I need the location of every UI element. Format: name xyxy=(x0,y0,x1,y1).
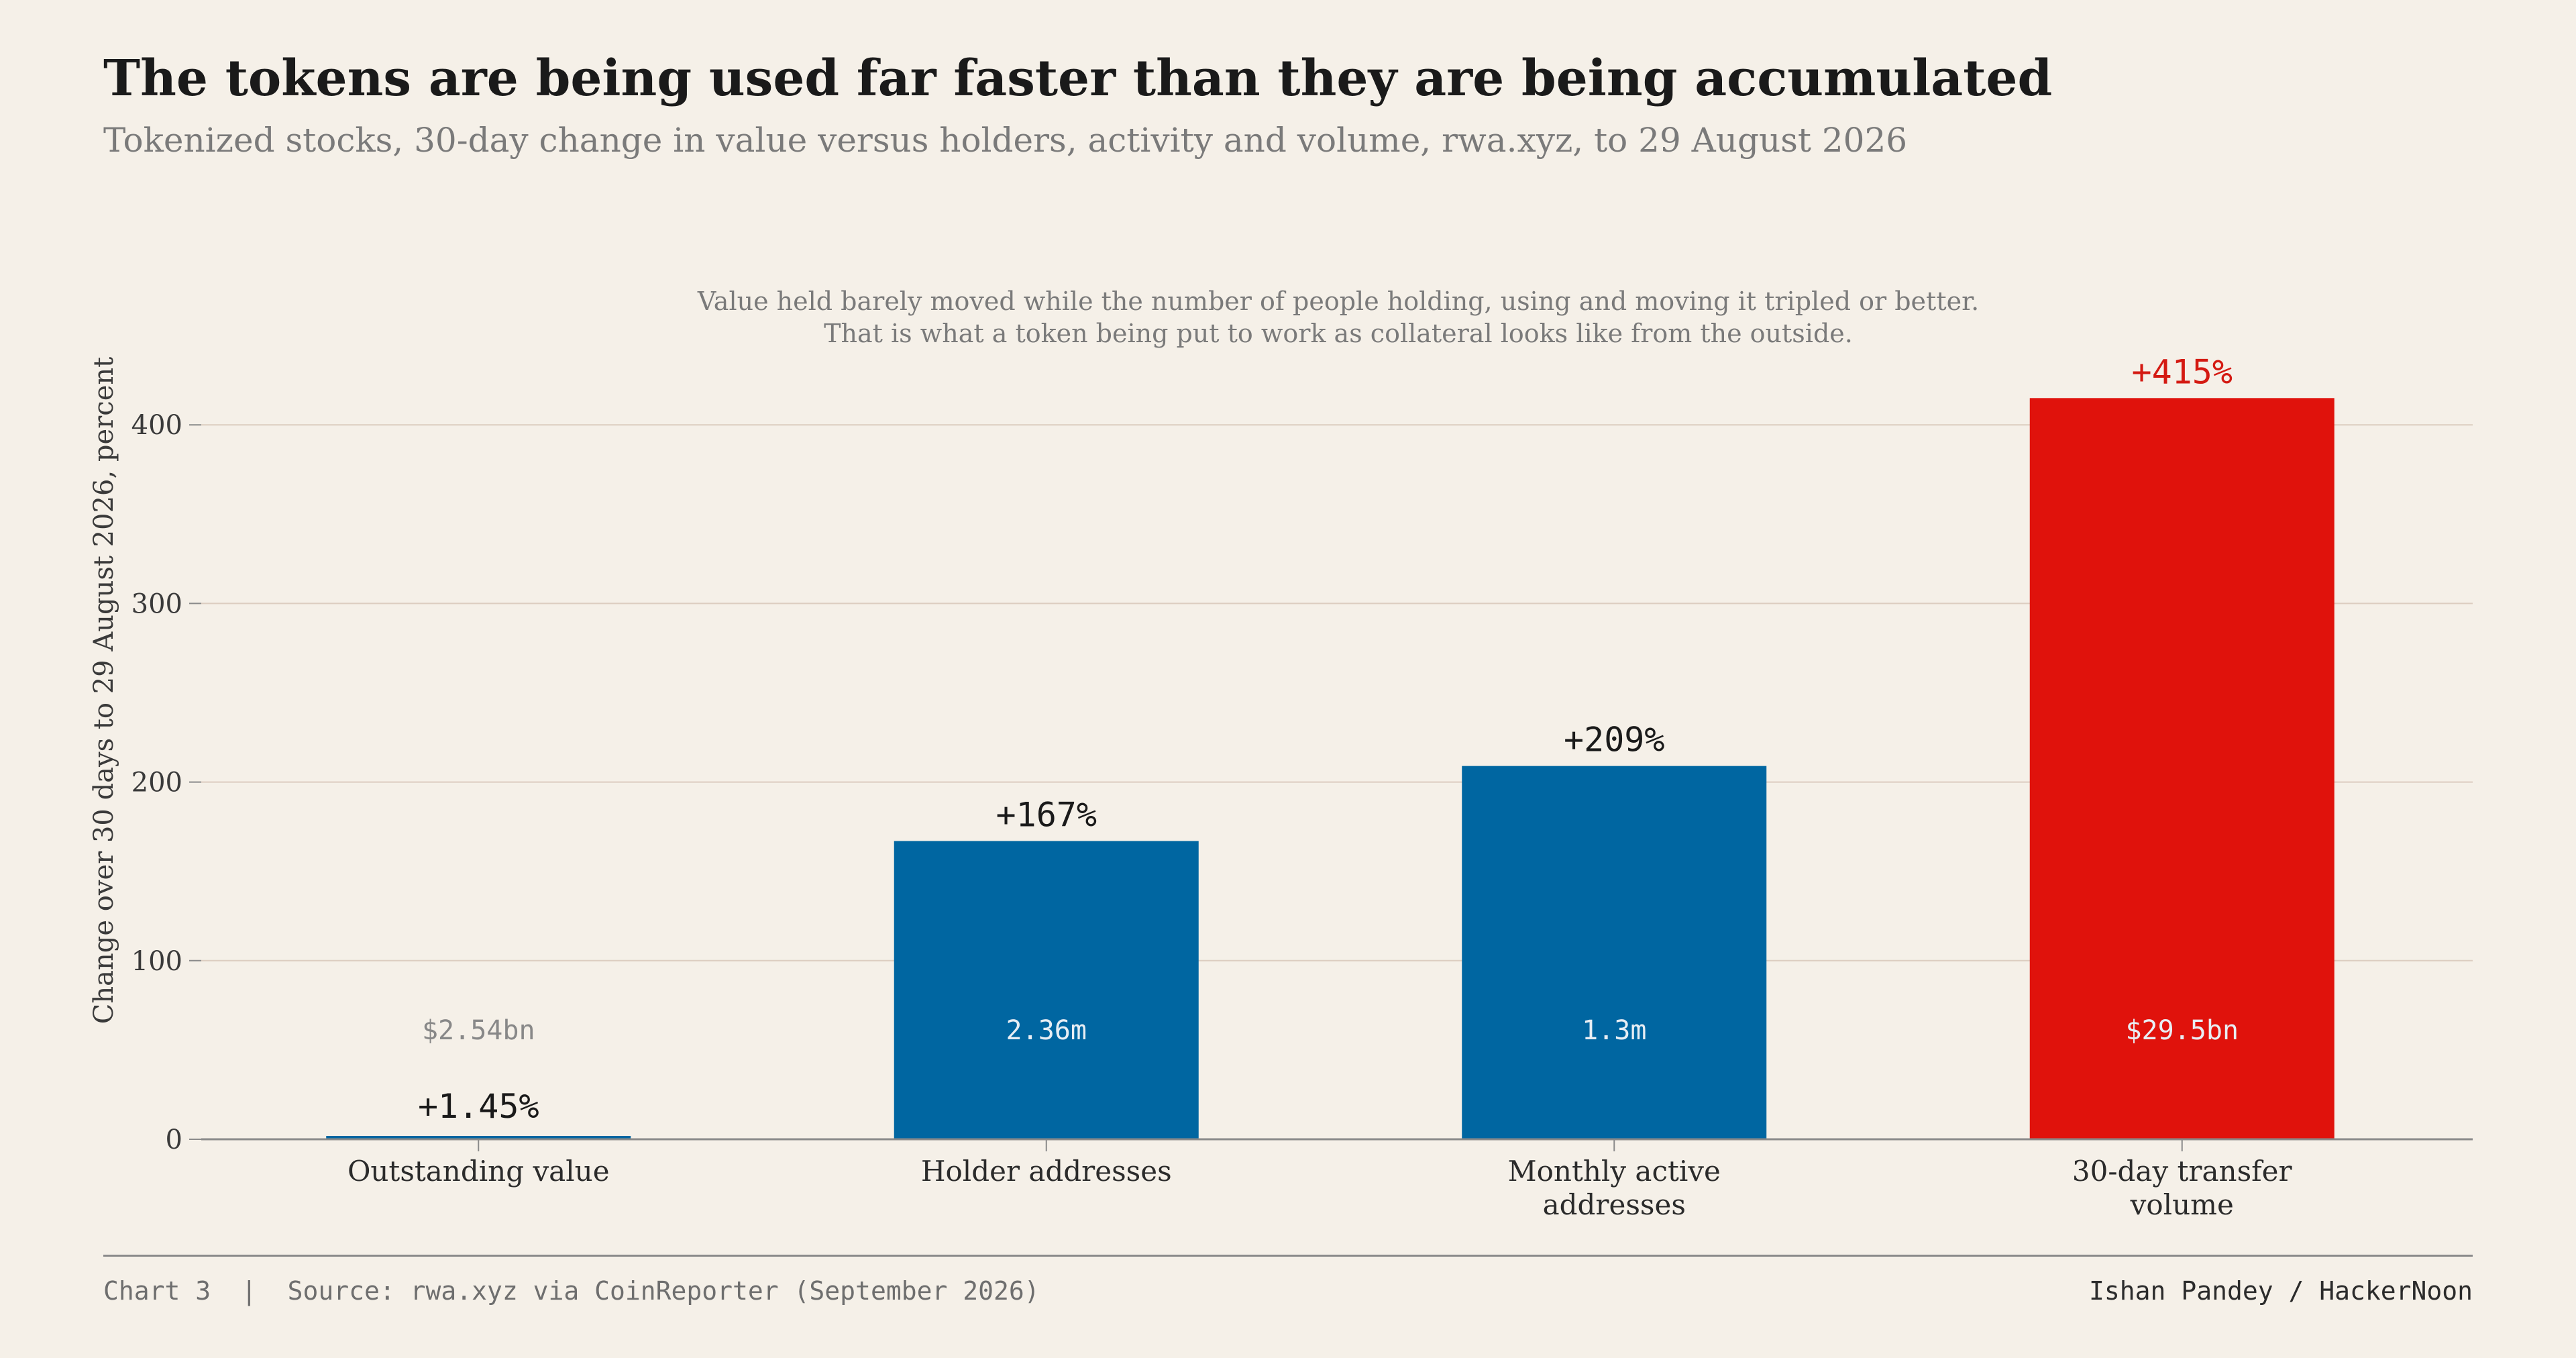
bar-value-label: +167% xyxy=(996,795,1097,834)
bar-inner-label: $29.5bn xyxy=(2125,1015,2239,1046)
y-tick-label: 100 xyxy=(131,946,182,977)
x-tick-label: volume xyxy=(2130,1188,2234,1221)
footer-separator: | xyxy=(241,1276,257,1306)
bar-value-label: +415% xyxy=(2131,352,2233,391)
x-tick-label: 30-day transfer xyxy=(2072,1155,2293,1188)
bar xyxy=(894,841,1199,1139)
y-tick-label: 300 xyxy=(131,588,182,619)
bar-inner-label: 2.36m xyxy=(1006,1015,1087,1046)
y-tick-label: 200 xyxy=(131,768,182,798)
annotation-line: That is what a token being put to work a… xyxy=(824,319,1853,348)
chart-subtitle: Tokenized stocks, 30-day change in value… xyxy=(103,121,1908,160)
y-axis-label-group: Change over 30 days to 29 August 2026, p… xyxy=(89,357,119,1024)
bar-value-label: +209% xyxy=(1564,721,1665,760)
bar-inner-label: 1.3m xyxy=(1582,1015,1646,1046)
bar-inner-label: $2.54bn xyxy=(422,1015,535,1046)
annotation-line: Value held barely moved while the number… xyxy=(697,286,1979,316)
footer-credit: Ishan Pandey / HackerNoon xyxy=(2089,1276,2473,1306)
y-axis-ticks: 0 100 200 300 400 xyxy=(131,410,201,1155)
chart-title: The tokens are being used far faster tha… xyxy=(103,50,2053,107)
bars: +1.45% $2.54bn Outstanding value +167% 2.36m… xyxy=(326,352,2334,1221)
bar-value-label: +1.45% xyxy=(418,1087,539,1126)
bar xyxy=(1462,766,1767,1139)
x-tick-label: Outstanding value xyxy=(347,1155,610,1188)
footer-divider xyxy=(103,1255,2473,1257)
chart-number: Chart 3 xyxy=(103,1276,211,1306)
y-tick-label: 0 xyxy=(166,1125,182,1155)
y-axis-label: Change over 30 days to 29 August 2026, p… xyxy=(89,357,119,1024)
y-tick-label: 400 xyxy=(131,410,182,441)
x-tick-label: Monthly active xyxy=(1508,1155,1721,1188)
chart-annotation: Value held barely moved while the number… xyxy=(697,286,1979,348)
bar xyxy=(326,1136,631,1139)
x-tick-label: addresses xyxy=(1543,1188,1686,1221)
footer-source: Chart 3 | Source: rwa.xyz via CoinReport… xyxy=(103,1276,1040,1306)
source-text: Source: rwa.xyz via CoinReporter (Septem… xyxy=(287,1276,1040,1306)
x-tick-label: Holder addresses xyxy=(921,1155,1172,1188)
bar xyxy=(2029,398,2334,1139)
